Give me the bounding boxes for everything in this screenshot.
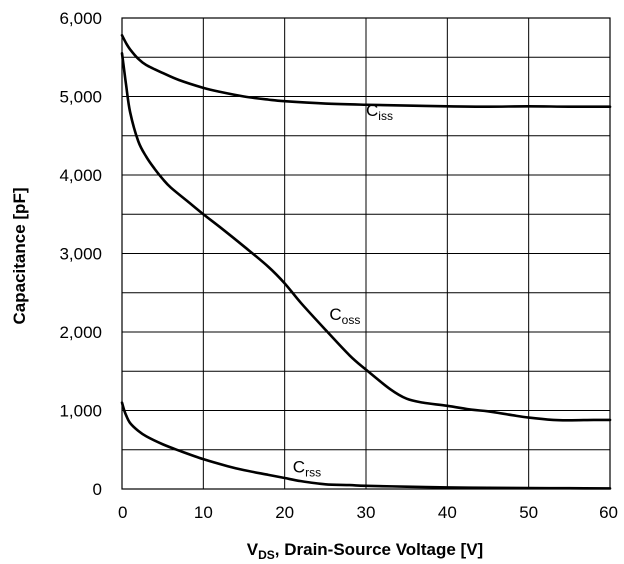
y-axis-title: Capacitance [pF]: [10, 188, 29, 325]
grid-lines: [121, 17, 611, 490]
series-label-coss: Coss: [329, 305, 360, 327]
x-axis-title-rest: , Drain-Source Voltage [V]: [275, 540, 483, 559]
x-tick-label-0: 0: [118, 503, 127, 522]
y-tick-label-3: 3,000: [59, 245, 102, 264]
y-tick-label-6: 6,000: [59, 9, 102, 28]
series-line-coss: [120, 52, 612, 422]
x-tick-label-2: 20: [275, 503, 294, 522]
x-tick-label-4: 40: [438, 503, 457, 522]
series-label-crss: Crss: [293, 458, 321, 480]
y-tick-label-2: 2,000: [59, 323, 102, 342]
y-tick-labels: 0 1,000 2,000 3,000 4,000 5,000 6,000: [59, 9, 102, 499]
series-labels: Ciss Coss Crss: [293, 101, 393, 479]
y-tick-label-4: 4,000: [59, 166, 102, 185]
series-line-crss: [120, 401, 612, 490]
x-tick-labels: 0 10 20 30 40 50 60: [118, 503, 618, 522]
x-axis-title-subscript: DS: [258, 548, 275, 562]
y-tick-label-0: 0: [93, 480, 102, 499]
x-axis-title-main: V: [247, 540, 259, 559]
x-tick-label-1: 10: [194, 503, 213, 522]
y-tick-label-5: 5,000: [59, 88, 102, 107]
plot-frame: [121, 17, 611, 490]
series-line-ciss: [120, 33, 612, 109]
series-curves: [120, 33, 612, 490]
y-tick-label-1: 1,000: [59, 402, 102, 421]
x-tick-label-5: 50: [519, 503, 538, 522]
x-tick-label-3: 30: [357, 503, 376, 522]
x-tick-label-6: 60: [599, 503, 618, 522]
series-label-ciss: Ciss: [366, 101, 393, 123]
x-axis-title: VDS, Drain-Source Voltage [V]: [247, 540, 483, 562]
